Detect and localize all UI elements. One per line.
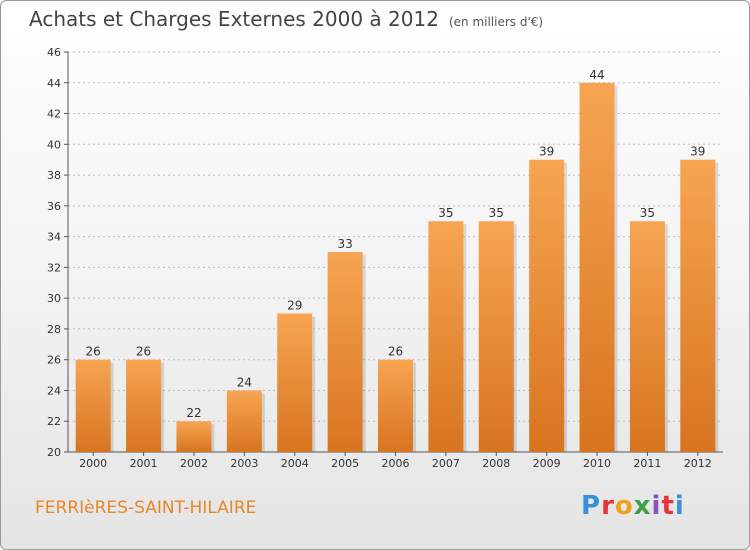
bar-2001 bbox=[126, 359, 162, 452]
bar-2008 bbox=[478, 221, 514, 452]
data-label-2000: 26 bbox=[86, 345, 101, 359]
data-labels: 26 26 22 24 29 33 26 35 35 39 44 35 39 bbox=[86, 68, 706, 420]
x-tick-label-2001: 2001 bbox=[130, 457, 158, 470]
x-tick-label-2007: 2007 bbox=[432, 457, 460, 470]
chart-title: Achats et Charges Externes 2000 à 2012 (e… bbox=[29, 7, 543, 31]
commune-name: FERRIèRES-SAINT-HILAIRE bbox=[35, 498, 257, 518]
logo-letter: o bbox=[614, 491, 634, 521]
unit-label: (en milliers d'€) bbox=[448, 15, 544, 29]
data-label-2006: 26 bbox=[388, 345, 403, 359]
x-tick-label-2006: 2006 bbox=[382, 457, 410, 470]
logo-letter: i bbox=[674, 491, 685, 521]
logo-letter: x bbox=[633, 491, 652, 521]
x-tick-label-2000: 2000 bbox=[79, 457, 107, 470]
bar-2000 bbox=[75, 359, 111, 452]
bar-2012 bbox=[680, 159, 716, 452]
y-tick-label: 28 bbox=[47, 323, 61, 336]
data-label-2009: 39 bbox=[539, 145, 554, 159]
data-label-2004: 29 bbox=[287, 299, 302, 313]
title-text: Achats et Charges Externes 2000 à 2012 bbox=[29, 7, 439, 31]
y-tick-label: 38 bbox=[47, 169, 61, 182]
data-label-2008: 35 bbox=[489, 206, 504, 220]
data-label-2010: 44 bbox=[589, 68, 604, 82]
y-tick-label: 22 bbox=[47, 415, 61, 428]
y-tick-label: 44 bbox=[47, 77, 61, 90]
axes: 20 22 24 26 28 30 32 34 36 38 40 42 44 46 2000 2001 2002… bbox=[47, 46, 723, 470]
data-label-2007: 35 bbox=[438, 206, 453, 220]
logo-letter: t bbox=[661, 491, 675, 521]
y-tick-label: 20 bbox=[47, 446, 61, 459]
x-tick-label-2012: 2012 bbox=[684, 457, 712, 470]
data-label-2003: 24 bbox=[237, 375, 252, 389]
bar-2004 bbox=[277, 313, 313, 452]
x-tick-label-2008: 2008 bbox=[482, 457, 510, 470]
logo-letter: r bbox=[601, 491, 615, 521]
y-tick-label: 24 bbox=[47, 384, 61, 397]
y-tick-label: 46 bbox=[47, 46, 61, 59]
bar-2006 bbox=[378, 359, 413, 452]
x-tick-label-2011: 2011 bbox=[633, 457, 661, 470]
y-tick-label: 40 bbox=[47, 138, 61, 151]
data-label-2002: 22 bbox=[186, 406, 201, 420]
x-tick-label-2002: 2002 bbox=[180, 457, 208, 470]
y-tick-label: 36 bbox=[47, 200, 61, 213]
y-tick-label: 42 bbox=[47, 108, 61, 121]
x-tick-label-2005: 2005 bbox=[331, 457, 359, 470]
y-tick-label: 30 bbox=[47, 292, 61, 305]
x-tick-label-2003: 2003 bbox=[230, 457, 258, 470]
y-tick-label: 26 bbox=[47, 354, 61, 367]
x-tick-label-2010: 2010 bbox=[583, 457, 611, 470]
logo-letter: P bbox=[581, 491, 602, 521]
bar-2002 bbox=[176, 421, 212, 452]
logo-letter: i bbox=[651, 491, 662, 521]
data-label-2001: 26 bbox=[136, 345, 151, 359]
bar-2003 bbox=[226, 390, 262, 452]
bar-2005 bbox=[327, 252, 363, 452]
data-label-2005: 33 bbox=[337, 237, 352, 251]
bars bbox=[75, 82, 719, 453]
bar-2011 bbox=[629, 221, 665, 452]
y-tick-label: 34 bbox=[47, 231, 61, 244]
y-tick-label: 32 bbox=[47, 261, 61, 274]
bar-2010 bbox=[579, 82, 615, 453]
x-tick-label-2004: 2004 bbox=[281, 457, 309, 470]
bar-2007 bbox=[428, 221, 464, 452]
data-label-2011: 35 bbox=[640, 206, 655, 220]
bar-2009 bbox=[529, 159, 565, 452]
x-tick-label-2009: 2009 bbox=[533, 457, 561, 470]
proxiti-logo: Proxiti bbox=[581, 491, 685, 521]
data-label-2012: 39 bbox=[690, 145, 705, 159]
